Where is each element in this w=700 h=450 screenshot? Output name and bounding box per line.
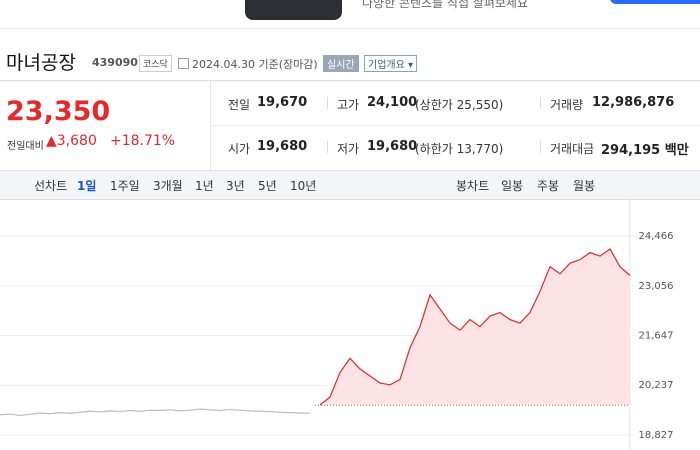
- banner-image: [245, 0, 342, 20]
- price: 23,350: [6, 96, 111, 127]
- y-tick-label: 23,056: [639, 281, 674, 292]
- overview-text: 기업개요: [368, 60, 405, 71]
- change-label: 전일대비: [7, 141, 44, 152]
- stock-name: 마녀공장: [6, 52, 76, 74]
- price-line: [0, 408, 311, 417]
- tab-label: 봉차트: [456, 179, 490, 193]
- divider: [0, 28, 700, 29]
- divider: [327, 97, 328, 109]
- change: ▲3,680: [46, 133, 97, 149]
- tab-label: 선차트: [34, 179, 68, 193]
- quote-label: 고가: [337, 98, 360, 112]
- market-badge: 코스닥: [139, 55, 172, 72]
- rate: +18.71%: [110, 133, 176, 149]
- divider: [327, 141, 328, 153]
- quote-label: 시가: [228, 142, 251, 156]
- y-tick-label: 24,466: [639, 231, 674, 242]
- divider: [540, 141, 541, 153]
- divider: [0, 80, 700, 81]
- candle-tab[interactable]: 주봉: [537, 179, 560, 193]
- period-tab[interactable]: 1주일: [110, 179, 140, 193]
- period-tab[interactable]: 3년: [226, 179, 245, 193]
- period-tab[interactable]: 1일: [77, 179, 97, 193]
- quote-limit: (하한가 13,770): [415, 142, 504, 156]
- quote-limit: (상한가 25,550): [415, 98, 504, 112]
- candle-tab[interactable]: 일봉: [501, 179, 524, 193]
- quote-value: 294,195 백만: [601, 143, 689, 158]
- banner-button[interactable]: [610, 0, 700, 4]
- quote-value: 19,680: [257, 139, 308, 154]
- y-tick-label: 18,827: [639, 430, 674, 441]
- quote-label: 거래대금: [550, 142, 595, 156]
- chart: 24,466 23,056 21,647 20,237 18,827: [0, 199, 674, 450]
- date: 2024.04.30 기준(장마감): [192, 58, 318, 71]
- price-line: [319, 248, 631, 406]
- divider: [540, 97, 541, 109]
- y-tick-label: 20,237: [639, 380, 674, 391]
- overview-button[interactable]: 기업개요 ▾: [364, 55, 418, 72]
- period-tab[interactable]: 3개월: [153, 179, 183, 193]
- period-tab[interactable]: 5년: [258, 179, 277, 193]
- quote-label: 저가: [337, 142, 360, 156]
- stock-code: 439090: [92, 56, 138, 69]
- realtime-badge[interactable]: 실시간: [323, 55, 359, 72]
- calendar-icon: [178, 58, 189, 69]
- period-tab[interactable]: 1년: [195, 179, 214, 193]
- period-tab[interactable]: 10년: [290, 179, 317, 193]
- quote-value: 19,680: [367, 139, 418, 154]
- area-fill: [320, 249, 630, 406]
- quote-value: 19,670: [257, 95, 308, 110]
- quote-value: 24,100: [367, 95, 418, 110]
- banner-text: 다양한 콘텐츠를 직접 살펴보세요: [362, 0, 529, 10]
- y-tick-label: 21,647: [639, 331, 674, 342]
- quote-label: 전일: [228, 98, 251, 112]
- tab-bar: [0, 170, 700, 200]
- quote-label: 거래량: [550, 98, 584, 112]
- divider: [210, 125, 700, 126]
- candle-tab[interactable]: 월봉: [573, 179, 596, 193]
- quote-value: 12,986,876: [592, 95, 675, 110]
